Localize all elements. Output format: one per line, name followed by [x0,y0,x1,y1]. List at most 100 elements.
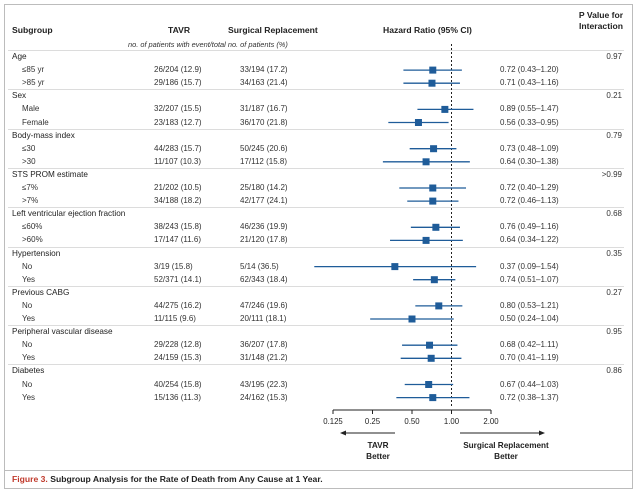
subgroup-label: No [22,379,33,389]
hazard-ratio-value: 0.89 (0.55–1.47) [500,104,559,114]
category-divider [8,167,624,169]
category-label: Previous CABG [12,287,70,297]
tavr-value: 23/183 (12.7) [154,117,202,127]
subgroup-label: >30 [22,156,36,166]
hazard-ratio-value: 0.72 (0.40–1.29) [500,183,559,192]
tavr-better-label: TAVR Better [366,441,390,461]
hazard-ratio-value: 0.71 (0.43–1.16) [500,78,559,88]
surgical-value: 43/195 (22.3) [240,379,288,389]
tavr-value: 44/275 (16.2) [154,300,202,310]
hazard-ratio-value: 0.37 (0.09–1.54) [500,261,559,271]
hr-marker [422,158,430,166]
hazard-ratio-value: 0.64 (0.34–1.22) [500,235,559,245]
hazard-ratio-value: 0.73 (0.48–1.09) [500,143,559,153]
hazard-ratio-value: 0.72 (0.38–1.37) [500,392,559,402]
category-label: Diabetes [12,366,45,376]
subgroup-label: Male [22,104,40,114]
forest-plot: 0.125 0.25 0.50 1.00 2.00 [314,44,545,436]
x-tick-label: 2.00 [483,417,499,426]
hazard-ratio-value: 0.68 (0.42–1.11) [500,340,559,350]
surgical-value: 31/187 (16.7) [240,104,288,114]
hr-marker [429,394,437,402]
hr-marker [430,145,438,153]
category-label: Sex [12,91,27,101]
hazard-ratio-value: 0.50 (0.24–1.04) [500,314,559,323]
subgroup-label: ≤7% [22,183,38,192]
category-label: Age [12,52,27,61]
hr-marker [426,341,434,349]
category-divider [8,128,624,130]
subgroup-label: >60% [22,235,43,245]
tavr-value: 40/254 (15.8) [154,379,202,389]
surgical-value: 36/170 (21.8) [240,117,288,127]
subgroup-label: Female [22,117,49,127]
header-subheader: no. of patients with event/total no. of … [128,40,288,49]
surgical-value: 25/180 (14.2) [240,183,288,192]
category-divider [8,285,624,287]
surgical-value: 5/14 (36.5) [240,261,279,271]
surgical-value: 20/111 (18.1) [240,314,287,323]
p-value: 0.21 [606,91,622,101]
category-divider [8,325,624,327]
surgical-value: 21/120 (17.8) [240,235,288,245]
hr-marker [441,105,449,113]
hr-marker [422,236,430,244]
category-divider [8,246,624,248]
surgical-value: 33/194 (17.2) [240,65,288,75]
tavr-value: 26/204 (12.9) [154,65,202,75]
p-value: 0.95 [606,327,622,337]
header-tavr: TAVR [168,25,191,35]
subgroup-label: Yes [22,392,36,402]
caption-bar [4,470,633,489]
figure-frame [4,4,633,489]
hr-marker [391,263,399,271]
category-label: STS PROM estimate [12,169,88,179]
surgical-better-arrowhead [539,430,545,436]
category-label: Peripheral vascular disease [12,327,113,337]
tavr-value: 15/136 (11.3) [154,392,201,402]
subgroup-label: ≤60% [22,222,43,232]
tavr-value: 29/186 (15.7) [154,78,202,88]
hr-marker [432,223,440,231]
hr-marker [408,315,416,323]
caption-text: Subgroup Analysis for the Rate of Death … [50,474,323,484]
p-value: 0.79 [606,130,622,140]
hazard-ratio-value: 0.56 (0.33–0.95) [500,117,559,127]
x-tick-label: 0.125 [323,417,343,426]
tavr-value: 24/159 (15.3) [154,353,202,363]
surgical-value: 17/112 (15.8) [240,156,287,166]
surgical-better-label: Surgical Replacement Better [463,441,549,461]
hr-marker [429,66,437,74]
category-divider [8,50,624,51]
surgical-value: 62/343 (18.4) [240,274,288,284]
subgroup-label: >7% [22,196,39,206]
subgroup-label: Yes [22,274,36,284]
surgical-value: 31/148 (21.2) [240,353,288,363]
header-p-value: P Value for Interaction [578,10,624,31]
surgical-value: 24/162 (15.3) [240,392,288,402]
subgroup-label: >85 yr [22,78,45,88]
p-value: >0.99 [601,169,622,179]
subgroup-label: No [22,300,33,310]
tavr-value: 29/228 (12.8) [154,340,202,350]
p-value: 0.35 [606,248,622,258]
surgical-value: 36/207 (17.8) [240,340,288,350]
header-hazard-ratio: Hazard Ratio (95% CI) [383,25,472,35]
tavr-value: 3/19 (15.8) [154,261,193,271]
category-label: Body-mass index [12,130,75,140]
category-label: Left ventricular ejection fraction [12,209,126,219]
tavr-value: 11/115 (9.6) [154,314,196,323]
tavr-value: 32/207 (15.5) [154,104,202,114]
surgical-value: 42/177 (24.1) [240,196,288,206]
tavr-value: 44/283 (15.7) [154,143,202,153]
subgroup-label: Yes [22,353,36,363]
category-label: Hypertension [12,248,61,258]
tavr-value: 17/147 (11.6) [154,235,201,245]
surgical-value: 50/245 (20.6) [240,143,288,153]
hazard-ratio-value: 0.76 (0.49–1.16) [500,222,559,232]
subgroup-label: No [22,261,33,271]
header-subgroup: Subgroup [12,25,53,35]
surgical-value: 47/246 (19.6) [240,300,288,310]
category-divider [8,207,624,209]
tavr-value: 11/107 (10.3) [154,156,201,166]
